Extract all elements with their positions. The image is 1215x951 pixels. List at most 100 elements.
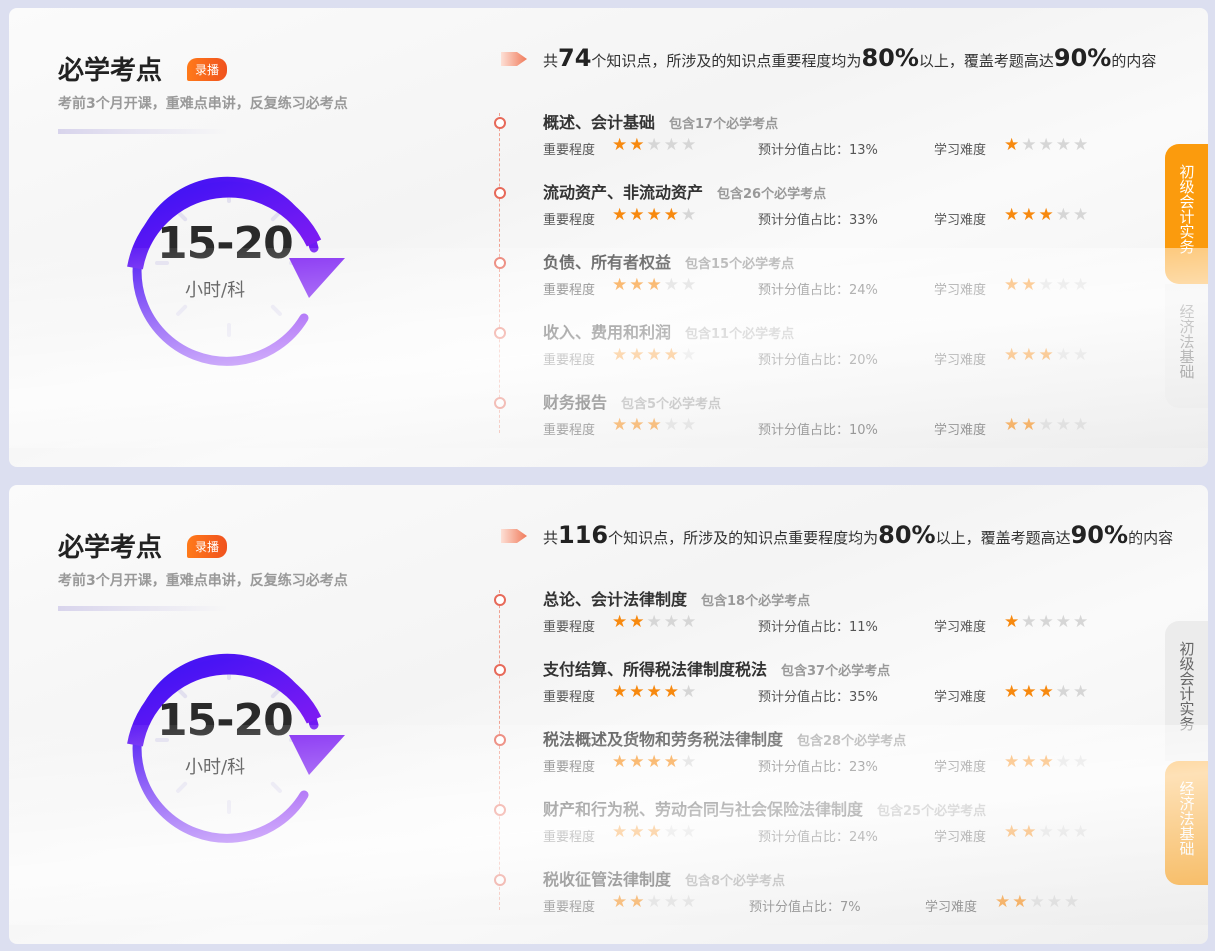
star-icon: ★ — [612, 275, 630, 295]
timeline-dot — [494, 664, 506, 676]
star-icon: ★ — [629, 752, 647, 772]
star-icon: ★ — [1004, 135, 1022, 155]
score-share: 预计分值占比：10% — [758, 423, 878, 438]
timeline-dot — [494, 804, 506, 816]
list-item[interactable]: 负债、所有者权益 包含15个必学考点 重要程度 ★★★★★ 预计分值占比：24% … — [9, 253, 1159, 313]
star-icon: ★ — [1021, 612, 1039, 632]
star-icon: ★ — [646, 205, 664, 225]
star-icon: ★ — [629, 205, 647, 225]
chapter-title: 财务报告 — [543, 393, 608, 412]
timeline — [499, 590, 500, 910]
importance-label: 重要程度 — [543, 900, 596, 915]
timeline-dot — [494, 874, 506, 886]
star-icon: ★ — [1055, 205, 1073, 225]
importance-label: 重要程度 — [543, 830, 596, 845]
list-item[interactable]: 财产和行为税、劳动合同与社会保险法律制度 包含25个必学考点 重要程度 ★★★★★… — [9, 800, 1159, 860]
chapter-title: 税法概述及货物和劳务税法律制度 — [543, 730, 784, 749]
star-icon: ★ — [1004, 345, 1022, 365]
star-icon: ★ — [646, 415, 664, 435]
list-item[interactable]: 财务报告 包含5个必学考点 重要程度 ★★★★★ 预计分值占比：10% 学习难度 … — [9, 393, 1159, 453]
star-icon: ★ — [663, 752, 681, 772]
star-icon: ★ — [612, 345, 630, 365]
tab-accounting-practice[interactable]: 初级会计实务 — [1165, 621, 1208, 761]
tab-accounting-practice[interactable]: 初级会计实务 — [1165, 144, 1208, 284]
list-item[interactable]: 税法概述及货物和劳务税法律制度 包含28个必学考点 重要程度 ★★★★★ 预计分值… — [9, 730, 1159, 790]
timeline-dot — [494, 397, 506, 409]
importance-stars: ★★★★★ — [612, 822, 698, 842]
timeline-dot — [494, 594, 506, 606]
star-icon: ★ — [629, 415, 647, 435]
star-icon: ★ — [663, 822, 681, 842]
difficulty-stars: ★★★★★ — [1004, 135, 1090, 155]
star-icon: ★ — [1038, 682, 1056, 702]
star-icon: ★ — [1073, 682, 1091, 702]
star-icon: ★ — [681, 415, 699, 435]
star-icon: ★ — [1021, 135, 1039, 155]
star-icon: ★ — [1004, 682, 1022, 702]
list-item[interactable]: 税收征管法律制度 包含8个必学考点 重要程度 ★★★★★ 预计分值占比：7% 学习… — [9, 870, 1159, 930]
card-title: 必学考点 — [58, 533, 163, 563]
importance-stars: ★★★★★ — [612, 135, 698, 155]
timeline-dot — [494, 117, 506, 129]
list-item[interactable]: 概述、会计基础 包含17个必学考点 重要程度 ★★★★★ 预计分值占比：13% 学… — [9, 113, 1159, 173]
tab-economic-law[interactable]: 经济法基础 — [1165, 761, 1208, 885]
star-icon: ★ — [1012, 892, 1030, 912]
star-icon: ★ — [1073, 205, 1091, 225]
chapter-title: 流动资产、非流动资产 — [543, 183, 704, 202]
chapter-count: 包含5个必学考点 — [621, 397, 722, 412]
divider — [58, 606, 228, 611]
star-icon: ★ — [612, 822, 630, 842]
difficulty-stars: ★★★★★ — [1004, 415, 1090, 435]
importance-stars: ★★★★★ — [612, 752, 698, 772]
chapter-title: 总论、会计法律制度 — [543, 590, 688, 609]
star-icon: ★ — [629, 892, 647, 912]
list-item[interactable]: 收入、费用和利润 包含11个必学考点 重要程度 ★★★★★ 预计分值占比：20% … — [9, 323, 1159, 383]
list-item[interactable]: 流动资产、非流动资产 包含26个必学考点 重要程度 ★★★★★ 预计分值占比：33… — [9, 183, 1159, 243]
star-icon: ★ — [1038, 822, 1056, 842]
star-icon: ★ — [646, 752, 664, 772]
star-icon: ★ — [1004, 822, 1022, 842]
chapter-count: 包含37个必学考点 — [781, 664, 891, 679]
list-item[interactable]: 总论、会计法律制度 包含18个必学考点 重要程度 ★★★★★ 预计分值占比：11%… — [9, 590, 1159, 650]
star-icon: ★ — [1073, 612, 1091, 632]
star-icon: ★ — [1038, 205, 1056, 225]
difficulty-stars: ★★★★★ — [995, 892, 1081, 912]
star-icon: ★ — [1055, 612, 1073, 632]
star-icon: ★ — [663, 682, 681, 702]
list-item[interactable]: 支付结算、所得税法律制度税法 包含37个必学考点 重要程度 ★★★★★ 预计分值占… — [9, 660, 1159, 720]
difficulty-label: 学习难度 — [934, 423, 987, 438]
star-icon: ★ — [646, 682, 664, 702]
star-icon: ★ — [1073, 822, 1091, 842]
star-icon: ★ — [1038, 415, 1056, 435]
score-share: 预计分值占比：35% — [758, 690, 878, 705]
difficulty-label: 学习难度 — [934, 760, 987, 775]
star-icon: ★ — [1021, 752, 1039, 772]
star-icon: ★ — [1004, 415, 1022, 435]
importance-label: 重要程度 — [543, 423, 596, 438]
star-icon: ★ — [1038, 275, 1056, 295]
star-icon: ★ — [646, 275, 664, 295]
star-icon: ★ — [612, 612, 630, 632]
card-subtitle: 考前3个月开课，重难点串讲，反复练习必考点 — [58, 96, 348, 112]
star-icon: ★ — [1073, 135, 1091, 155]
chapter-title: 概述、会计基础 — [543, 113, 656, 132]
star-icon: ★ — [681, 892, 699, 912]
clock-icon — [127, 653, 345, 843]
star-icon: ★ — [1021, 275, 1039, 295]
importance-stars: ★★★★★ — [612, 612, 698, 632]
chapter-count: 包含25个必学考点 — [877, 804, 987, 819]
tab-economic-law[interactable]: 经济法基础 — [1165, 284, 1208, 408]
star-icon: ★ — [612, 682, 630, 702]
chapter-count: 包含28个必学考点 — [797, 734, 907, 749]
star-icon: ★ — [681, 752, 699, 772]
hours-unit: 小时/科 — [185, 280, 246, 301]
star-icon: ★ — [1004, 752, 1022, 772]
star-icon: ★ — [612, 205, 630, 225]
star-icon: ★ — [612, 135, 630, 155]
star-icon: ★ — [1073, 415, 1091, 435]
divider — [58, 129, 228, 134]
star-icon: ★ — [1021, 415, 1039, 435]
star-icon: ★ — [1021, 205, 1039, 225]
star-icon: ★ — [1021, 682, 1039, 702]
star-icon: ★ — [663, 612, 681, 632]
